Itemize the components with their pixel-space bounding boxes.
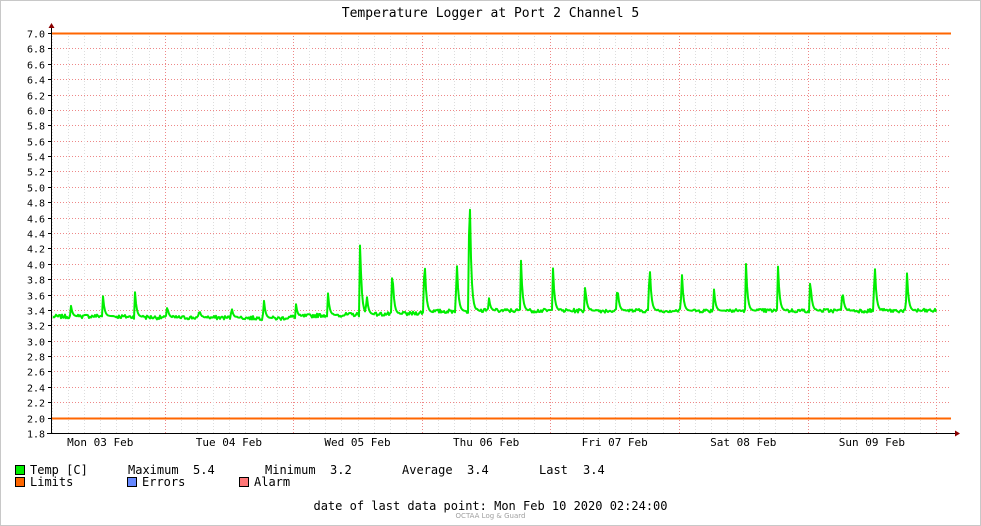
y-tick-label: 4.2 — [27, 245, 45, 256]
stat-maximum-label: Maximum — [128, 463, 179, 477]
legend-swatch-limits — [15, 477, 25, 487]
y-tick-label: 3.0 — [27, 338, 45, 349]
legend-label-alarm: Alarm — [254, 475, 291, 489]
series-line-temp — [52, 208, 937, 321]
y-tick-label: 3.2 — [27, 322, 45, 333]
y-tick-label: 4.8 — [27, 199, 45, 210]
y-axis-arrow — [48, 23, 55, 28]
y-tick-label: 4.4 — [27, 230, 45, 241]
axes — [47, 23, 960, 437]
x-tick-label: Wed 05 Feb — [324, 436, 390, 449]
x-tick-label: Mon 03 Feb — [67, 436, 133, 449]
y-tick-label: 6.4 — [27, 76, 45, 87]
stat-minimum-label: Minimum — [265, 463, 316, 477]
y-tick-label: 6.8 — [27, 45, 45, 56]
y-tick-label: 5.0 — [27, 184, 45, 195]
brand-watermark: OCTAA Log & Guard — [455, 512, 526, 520]
x-axis-ticks: Mon 03 Feb Tue 04 Feb Wed 05 Feb Thu 06 Feb… — [67, 436, 905, 449]
x-tick-label: Thu 06 Feb — [453, 436, 519, 449]
legend-label-limits: Limits — [30, 475, 74, 489]
stat-maximum-value: 5.4 — [193, 463, 215, 477]
stat-minimum-value: 3.2 — [330, 463, 352, 477]
series-lines — [52, 208, 937, 321]
last-data-point: date of last data point: Mon Feb 10 2020… — [0, 499, 981, 513]
stat-average-value: 3.4 — [467, 463, 489, 477]
y-tick-label: 7.0 — [27, 30, 45, 41]
y-tick-label: 3.4 — [27, 307, 45, 318]
chart-title: Temperature Logger at Port 2 Channel 5 — [341, 6, 640, 21]
y-axis-ticks: 1.8 2.0 2.2 2.4 2.6 2.8 3.0 3.2 3.4 3.6 3.8 4.0 4.2 4… — [27, 30, 52, 441]
y-tick-label: 5.6 — [27, 138, 45, 149]
y-tick-label: 5.2 — [27, 168, 45, 179]
stat-last-label: Last — [539, 463, 568, 477]
y-tick-label: 3.6 — [27, 292, 45, 303]
y-tick-label: 6.2 — [27, 92, 45, 103]
y-tick-label: 6.0 — [27, 107, 45, 118]
legend-label-temp: Temp [C] — [30, 463, 88, 477]
x-tick-label: Sun 09 Feb — [839, 436, 905, 449]
x-tick-label: Sat 08 Feb — [710, 436, 776, 449]
legend-label-errors: Errors — [142, 475, 186, 489]
last-data-point-value: Mon Feb 10 2020 02:24:00 — [494, 499, 668, 513]
last-data-point-label: date of last data point: — [313, 499, 487, 513]
y-tick-label: 4.0 — [27, 261, 45, 272]
y-tick-label: 2.2 — [27, 399, 45, 410]
y-tick-label: 2.6 — [27, 368, 45, 379]
y-tick-label: 2.4 — [27, 384, 45, 395]
y-tick-label: 5.4 — [27, 153, 45, 164]
limit-lines — [51, 32, 951, 420]
x-axis-arrow — [955, 430, 960, 437]
legend-swatch-temp — [15, 465, 25, 475]
legend-swatch-errors — [127, 477, 137, 487]
stat-average-label: Average — [402, 463, 453, 477]
y-tick-label: 1.8 — [27, 430, 45, 441]
stat-last-value: 3.4 — [583, 463, 605, 477]
y-tick-label: 2.0 — [27, 415, 45, 426]
y-tick-label: 5.8 — [27, 122, 45, 133]
y-tick-label: 4.6 — [27, 215, 45, 226]
y-tick-label: 3.8 — [27, 276, 45, 287]
grid-lines — [51, 33, 951, 434]
y-tick-label: 6.6 — [27, 61, 45, 72]
x-tick-label: Fri 07 Feb — [582, 436, 648, 449]
y-tick-label: 2.8 — [27, 353, 45, 364]
x-tick-label: Tue 04 Feb — [196, 436, 262, 449]
legend-swatch-alarm — [239, 477, 249, 487]
